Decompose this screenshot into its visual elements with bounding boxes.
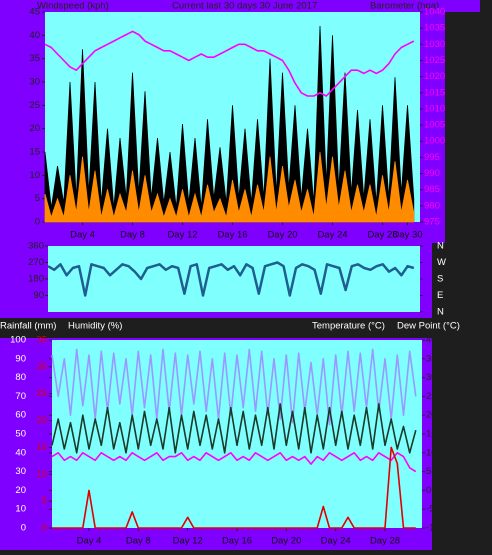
y-tick-label: 70	[15, 391, 26, 402]
y2-tick-label: 40	[426, 335, 437, 346]
y-tick-label: 20	[29, 123, 40, 134]
y2-tick-label: 15	[426, 429, 437, 440]
x-tick-label: Day 8	[126, 536, 151, 547]
x-tick-label: Day 20	[267, 230, 297, 241]
legend-label: Dew Point (°C)	[397, 321, 460, 332]
y2-tick-label: 1010	[424, 103, 445, 114]
x-tick-label: Day 28	[367, 230, 397, 241]
y2-tick-label: 1005	[424, 120, 445, 131]
y-tick-label: 60	[15, 410, 26, 421]
y2-tick-label: 0	[426, 485, 431, 496]
series-line	[51, 348, 417, 426]
legend-label: Rainfall (mm)	[0, 321, 56, 332]
x-tick-label: Day 12	[173, 536, 203, 547]
chart-title: Current last 30 days 30 June 2017	[172, 1, 317, 12]
y-tick-label: 10	[29, 170, 40, 181]
series-area	[44, 151, 415, 223]
y2-tick-label: 35	[426, 353, 437, 364]
y-tick-label: 0	[21, 523, 26, 534]
series-line	[47, 261, 415, 297]
y2-tick-label: 5	[426, 466, 431, 477]
y-tick-label: 40	[29, 30, 40, 41]
y-tick-label: 90	[15, 353, 26, 364]
y-tick-label: 180	[28, 274, 44, 285]
series-line	[44, 30, 415, 97]
x-tick-label: Day 4	[70, 230, 95, 241]
y-tick-label: 30	[15, 466, 26, 477]
y-tick-label: 40	[15, 447, 26, 458]
y3-tick-label: 25	[36, 388, 47, 399]
y-tick-label: 90	[33, 290, 44, 301]
y2-tick-label: 1025	[424, 55, 445, 66]
y-tick-label: 270	[28, 257, 44, 268]
y-axis-label: Windspeed (kph)	[37, 1, 109, 12]
y2-tick-label: 980	[424, 200, 440, 211]
x-tick-label: Day 12	[167, 230, 197, 241]
y-tick-label: 20	[15, 485, 26, 496]
series-line	[52, 446, 416, 529]
y-tick-label: 360	[28, 241, 44, 252]
y2-tick-label: 995	[424, 152, 440, 163]
x-tick-label: Day 16	[217, 230, 247, 241]
y2-tick-label: -10	[426, 523, 440, 534]
y-tick-label: 100	[10, 335, 26, 346]
y2-tick-label: N	[437, 307, 444, 318]
y2-tick-label: 1030	[424, 39, 445, 50]
y-tick-label: 80	[15, 372, 26, 383]
y-tick-label: 15	[29, 147, 40, 158]
x-tick-label: Day 20	[271, 536, 301, 547]
y3-tick-label: 30	[36, 361, 47, 372]
y2-tick-label: 25	[426, 391, 437, 402]
y-tick-label: 45	[29, 7, 40, 18]
x-tick-label: Day 24	[317, 230, 347, 241]
legend-label: Temperature (°C)	[312, 321, 385, 332]
y2-tick-label: N	[437, 241, 444, 252]
x-tick-label: Day 24	[321, 536, 351, 547]
y2-tick-label: 1040	[424, 7, 445, 18]
y-tick-label: 25	[29, 100, 40, 111]
legend-label: Humidity (%)	[68, 321, 122, 332]
y3-tick-label: 10	[36, 469, 47, 480]
y-tick-label: 50	[15, 429, 26, 440]
y3-tick-label: 35	[36, 335, 47, 346]
y2-tick-label: 10	[426, 447, 437, 458]
y-tick-label: 5	[35, 193, 40, 204]
y2-tick-label: -5	[426, 504, 434, 515]
series-line	[51, 452, 417, 473]
y2-tick-label: E	[437, 290, 443, 301]
y-tick-label: 30	[29, 77, 40, 88]
y2-axis-label: Barometer (hpa)	[370, 1, 439, 12]
y2-tick-label: 1000	[424, 136, 445, 147]
climate-plot-area	[52, 340, 422, 528]
y2-tick-label: 20	[426, 410, 437, 421]
y-tick-label: 35	[29, 53, 40, 64]
y2-tick-label: 985	[424, 184, 440, 195]
y3-tick-label: 20	[36, 415, 47, 426]
x-tick-label: Day 16	[222, 536, 252, 547]
y2-tick-label: 30	[426, 372, 437, 383]
y2-tick-label: 990	[424, 168, 440, 179]
x-tick-label: Day 30	[392, 230, 422, 241]
x-tick-label: Day 28	[370, 536, 400, 547]
y-tick-label: 0	[35, 217, 40, 228]
y2-tick-label: 975	[424, 217, 440, 228]
y2-tick-label: 1035	[424, 23, 445, 34]
y2-tick-label: S	[437, 274, 443, 285]
series-line	[51, 403, 417, 454]
x-tick-label: Day 8	[120, 230, 145, 241]
y3-tick-label: 15	[36, 442, 47, 453]
y2-tick-label: W	[437, 257, 446, 268]
x-tick-label: Day 4	[77, 536, 102, 547]
y3-tick-label: 5	[42, 496, 47, 507]
y2-tick-label: 1020	[424, 71, 445, 82]
direction-plot-area	[48, 246, 420, 312]
y-tick-label: 10	[15, 504, 26, 515]
y2-tick-label: 1015	[424, 87, 445, 98]
y3-tick-label: 0	[42, 523, 47, 534]
